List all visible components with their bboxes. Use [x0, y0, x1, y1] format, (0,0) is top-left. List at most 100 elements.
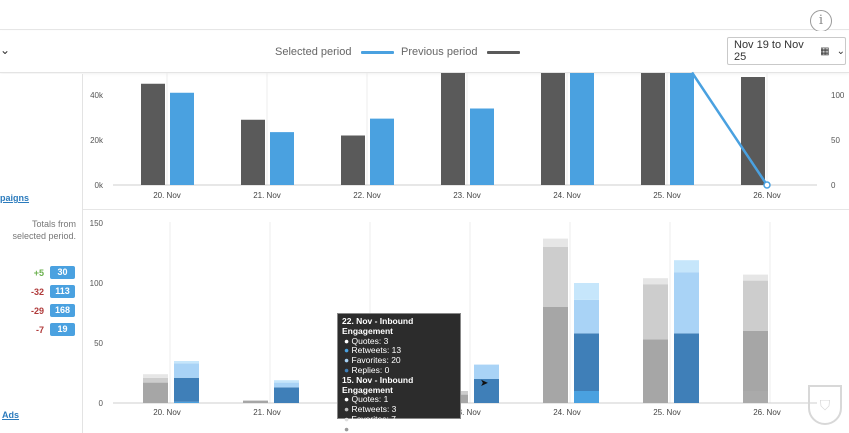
previous-stack-segment [543, 307, 568, 403]
tooltip-item: ● Quotes: 1 [344, 394, 389, 405]
legend-selected-period[interactable]: Selected period [275, 46, 395, 58]
selected-line-series [690, 71, 769, 186]
stat-row: -32 113 [0, 285, 80, 299]
x-tick-label: 24. Nov [553, 191, 581, 200]
chevron-down-icon[interactable]: ⌄ [0, 43, 11, 57]
x-tick-label: 26. Nov [753, 191, 781, 200]
tooltip-item: ● Replies: 0 [344, 364, 390, 375]
selected-stack-segment [574, 333, 599, 391]
selected-stack-segment [574, 283, 599, 300]
ads-link[interactable]: Ads [2, 410, 20, 420]
y-tick-label: 100 [90, 279, 104, 288]
selected-period-bar [470, 108, 494, 185]
legend-previous-period[interactable]: Previous period [401, 46, 521, 58]
selected-stack-segment [574, 299, 599, 334]
shield-logo-icon: ⛉ [808, 385, 842, 425]
previous-period-bar [241, 119, 265, 185]
x-tick-label: 20. Nov [153, 191, 181, 200]
previous-period-bar [441, 73, 465, 185]
selected-period-bar [170, 92, 194, 185]
top-bar: i [0, 0, 849, 32]
stat-badge: 168 [50, 304, 75, 317]
previous-stack-segment [743, 280, 768, 331]
section-divider [83, 209, 849, 210]
calendar-icon: ▦ [820, 45, 830, 57]
stat-delta: +5 [33, 268, 44, 278]
stat-row: -29 168 [0, 304, 80, 318]
tooltip-item: ● Quotes: 3 [344, 335, 389, 346]
totals-label: Totals from selected period. [12, 219, 76, 241]
previous-stack-segment [543, 247, 568, 307]
selected-period-bar [670, 73, 694, 185]
previous-period-bar [641, 73, 665, 185]
previous-stack-segment [543, 238, 568, 247]
y-tick-label: 150 [90, 219, 104, 228]
previous-period-bar [741, 77, 765, 185]
x-tick-label: 25. Nov [653, 408, 681, 417]
selected-stack-segment [474, 364, 499, 379]
legend-swatch [361, 50, 395, 54]
legend-label: Selected period [275, 46, 352, 58]
legend-label: Previous period [401, 46, 478, 58]
selected-period-bar [270, 132, 294, 185]
info-icon[interactable]: i [810, 10, 832, 32]
previous-stack-segment [643, 278, 668, 285]
selected-stack-segment [274, 380, 299, 383]
selected-stack-segment [574, 391, 599, 403]
tooltip-item: ● Replies: 2 [344, 423, 390, 433]
selected-stack-segment [174, 363, 199, 378]
x-tick-label: 26. Nov [753, 408, 781, 417]
date-range-label: Nov 19 to Nov 25 [734, 39, 804, 63]
y-tick-label: 40k [90, 91, 104, 100]
date-range-picker[interactable]: Nov 19 to Nov 25 ▦ ⌄ [727, 37, 846, 65]
selected-stack-segment [674, 333, 699, 403]
y2-tick-label: 100 [831, 91, 845, 100]
previous-stack-segment [743, 274, 768, 281]
stat-delta: -7 [35, 325, 44, 335]
tooltip-item: ● Favorites: 7 [344, 413, 396, 424]
x-tick-label: 20. Nov [153, 408, 181, 417]
y-tick-label: 50 [94, 339, 103, 348]
legend-swatch [487, 50, 521, 54]
x-tick-label: 22. Nov [353, 191, 381, 200]
chart-tooltip: 22. Nov - Inbound Engagement ● Quotes: 3… [337, 313, 461, 433]
stat-delta: -29 [30, 306, 44, 316]
y-tick-label: 0 [99, 399, 104, 408]
line-point [763, 181, 771, 189]
selected-stack-segment [674, 260, 699, 273]
chevron-down-icon: ⌄ [836, 45, 845, 57]
tooltip-title: 22. Nov - Inbound Engagement [342, 316, 414, 336]
mouse-pointer-icon: ➤ [480, 378, 489, 389]
y-tick-label: 20k [90, 136, 104, 145]
selected-stack-segment [674, 272, 699, 334]
selected-stack-segment [174, 361, 199, 364]
tooltip-item: ● Favorites: 20 [344, 355, 401, 366]
selected-stack-segment [274, 387, 299, 403]
sidebar: paigns Totals from selected period. +5 3… [0, 74, 83, 433]
previous-stack-segment [143, 377, 168, 383]
previous-period-bar [341, 135, 365, 185]
x-tick-label: 23. Nov [453, 408, 481, 417]
x-tick-label: 24. Nov [553, 408, 581, 417]
x-tick-label: 21. Nov [253, 408, 281, 417]
stat-row: +5 30 [0, 266, 80, 280]
previous-stack-segment [143, 374, 168, 378]
tooltip-item: ● Retweets: 3 [344, 404, 397, 415]
stat-badge: 30 [50, 266, 75, 279]
selected-stack-segment [174, 377, 199, 402]
x-tick-label: 25. Nov [653, 191, 681, 200]
y-tick-label: 0k [95, 181, 104, 190]
selected-period-bar [370, 118, 394, 185]
previous-stack-segment [243, 400, 268, 403]
selected-stack-segment [274, 382, 299, 388]
stat-delta: -32 [30, 287, 44, 297]
previous-period-bar [141, 83, 165, 185]
stat-badge: 19 [50, 323, 75, 336]
y2-tick-label: 50 [831, 136, 840, 145]
campaigns-link[interactable]: paigns [0, 193, 30, 203]
selected-stack-segment [474, 379, 499, 403]
tooltip-title: 15. Nov - Inbound Engagement [342, 374, 414, 395]
selected-stack-segment [174, 401, 199, 403]
chart-header [0, 31, 849, 73]
